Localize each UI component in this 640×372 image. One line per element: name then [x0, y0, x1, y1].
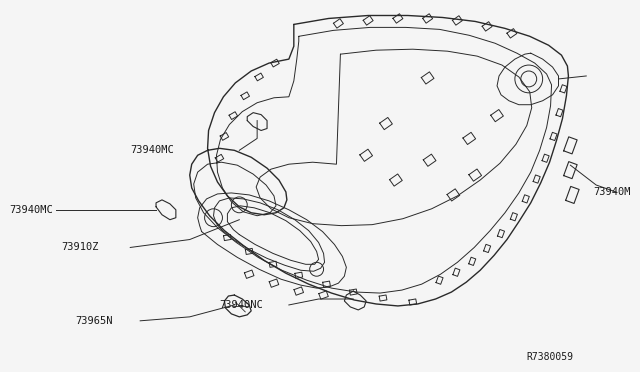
Text: 73940NC: 73940NC	[220, 300, 263, 310]
Text: R7380059: R7380059	[527, 352, 574, 362]
Text: 73940MC: 73940MC	[131, 145, 174, 155]
Text: 73940M: 73940M	[593, 187, 630, 197]
Text: 73910Z: 73910Z	[61, 243, 99, 253]
Text: 73965N: 73965N	[76, 316, 113, 326]
Text: 73940MC: 73940MC	[10, 205, 53, 215]
